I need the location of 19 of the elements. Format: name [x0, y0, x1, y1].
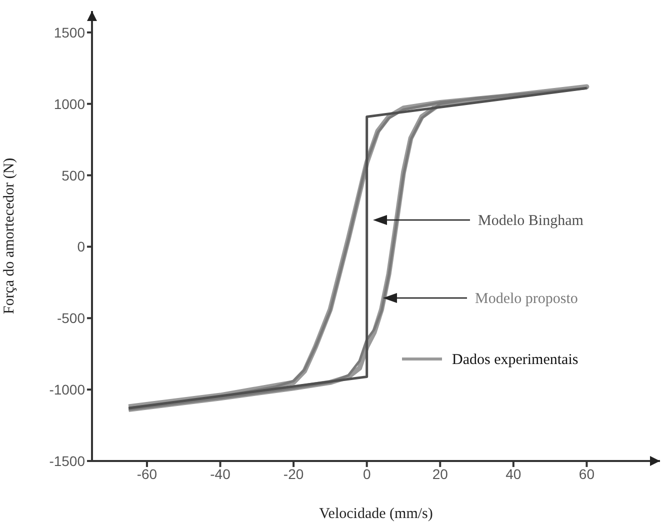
- x-tick-label: 40: [506, 466, 522, 482]
- x-tick-label: -40: [210, 466, 231, 482]
- x-tick-label: -20: [283, 466, 304, 482]
- x-tick-label: 0: [362, 466, 371, 482]
- text: Modelo Bingham: [478, 213, 584, 229]
- legend-label: Dados experimentais: [452, 352, 578, 368]
- text: Modelo proposto: [475, 291, 578, 307]
- y-tick-label: -1500: [49, 452, 86, 469]
- y-tick-label: -500: [56, 310, 86, 326]
- x-tick-label: 20: [432, 466, 448, 482]
- y-tick-label: 0: [77, 238, 86, 255]
- x-tick-label: -60: [136, 466, 158, 482]
- y-tick-label: 1500: [54, 24, 86, 40]
- y-tick-label: 1000: [54, 96, 86, 112]
- x-axis-title: Velocidade (mm/s): [319, 506, 433, 522]
- y-axis-title: Força do amortecedor (N): [1, 158, 18, 314]
- x-tick-label: 60: [578, 466, 595, 482]
- y-tick-label: 500: [62, 167, 86, 184]
- y-tick-label: -1000: [49, 382, 86, 398]
